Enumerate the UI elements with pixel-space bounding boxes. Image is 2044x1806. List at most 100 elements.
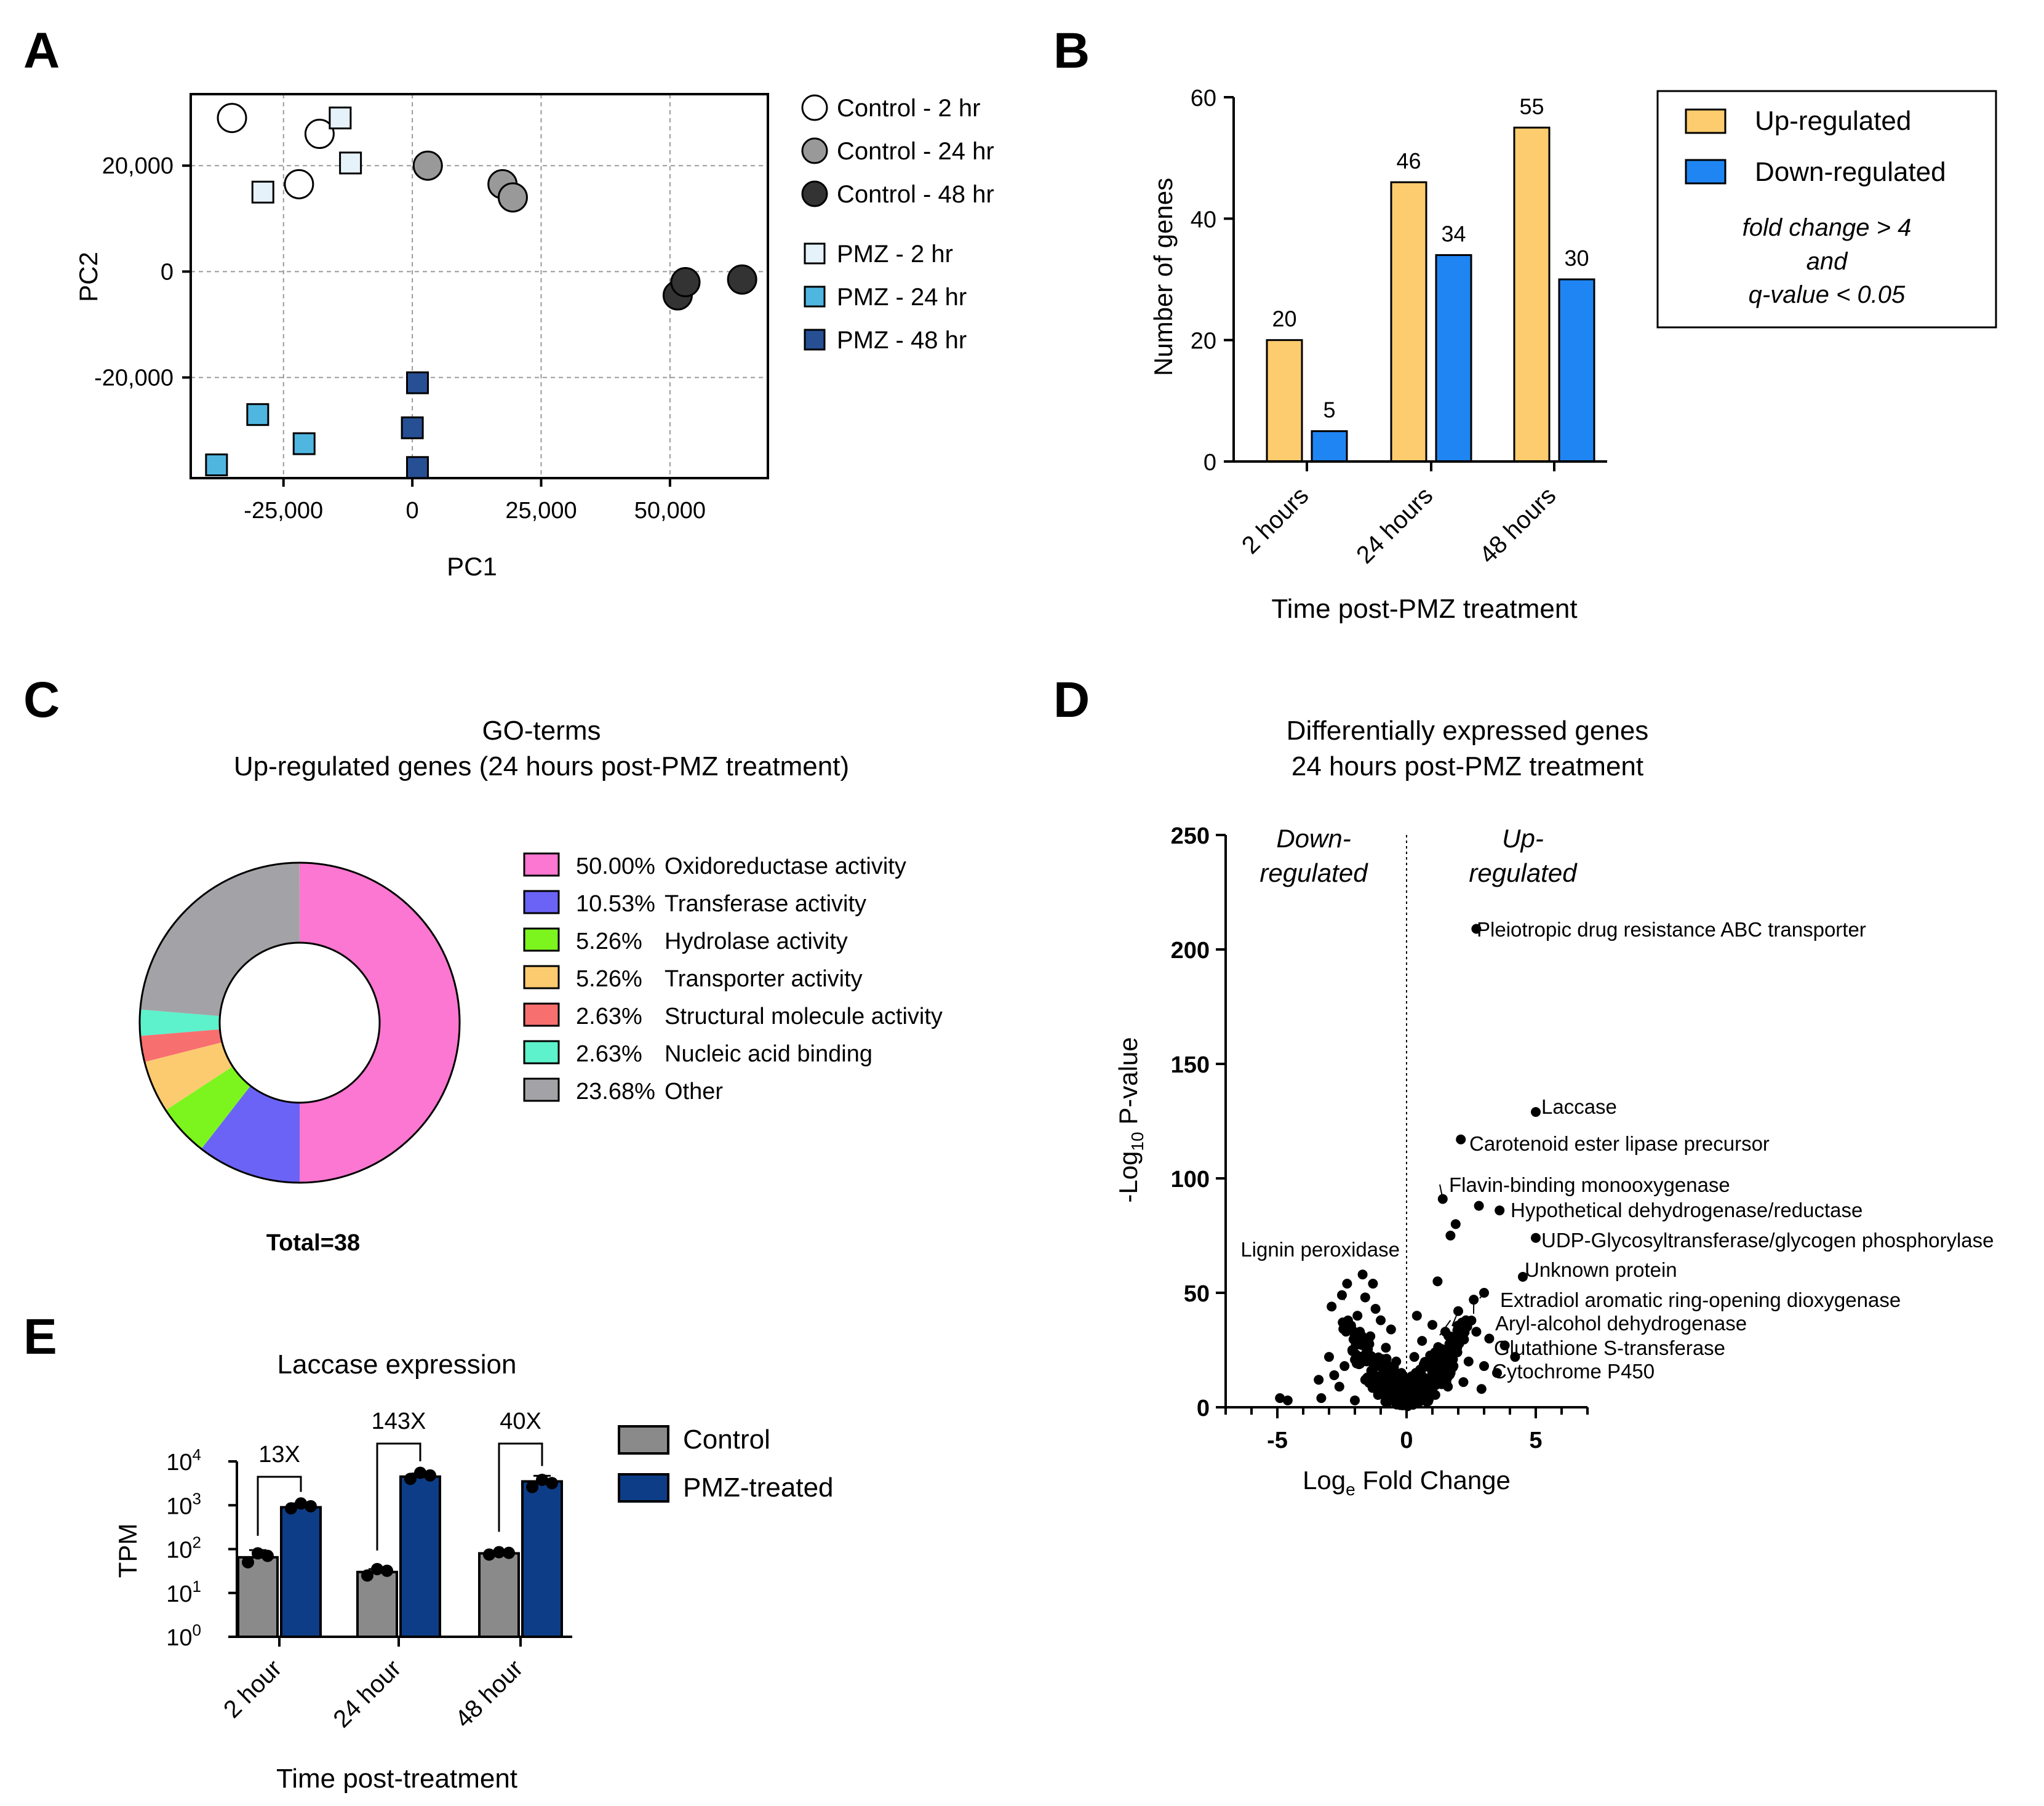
x-tick-label: 24 hours — [1351, 482, 1438, 569]
annotation-label: Glutathione S-transferase — [1494, 1337, 1725, 1359]
fold-label: 13X — [258, 1442, 300, 1468]
data-point — [1531, 1233, 1541, 1243]
replicate-point — [242, 1556, 254, 1568]
pie-slice — [166, 1066, 251, 1149]
legend-swatch — [523, 1077, 560, 1102]
annotation-label: Flavin-binding monooxygenase — [1449, 1173, 1730, 1196]
data-point — [284, 169, 314, 199]
region-label-up: regulated — [1469, 858, 1578, 887]
data-point — [1352, 1311, 1363, 1321]
data-point — [1471, 1327, 1482, 1337]
legend-label: PMZ - 48 hr — [837, 327, 967, 354]
data-point — [1510, 1352, 1520, 1362]
data-point — [217, 103, 247, 134]
annotation-label: Lignin peroxidase — [1240, 1238, 1400, 1261]
x-tick-label: 0 — [1400, 1428, 1413, 1453]
data-point — [205, 453, 228, 476]
data-point — [1396, 1368, 1407, 1378]
data-point — [1458, 1377, 1469, 1388]
annotation-label: Extradiol aromatic ring-opening dioxygen… — [1500, 1289, 1901, 1311]
panel-a-pca-plot: -25,000 0 25,000 50,000 -20,000 0 20,000 PC1 PC2… — [74, 93, 994, 581]
x-axis-label: Time post-PMZ treatment — [1271, 594, 1577, 624]
legend-label: PMZ - 2 hr — [837, 241, 953, 268]
data-point — [1347, 1345, 1357, 1355]
data-point — [1334, 1381, 1344, 1392]
annotation-label: Carotenoid ester lipase precursor — [1469, 1132, 1770, 1155]
legend-label: Control - 24 hr — [837, 138, 994, 165]
panel-letter-e: E — [23, 1309, 57, 1365]
legend-label: Control — [683, 1424, 770, 1455]
legend-label: Control - 48 hr — [837, 181, 994, 208]
legend-marker — [804, 329, 826, 351]
bar — [1513, 126, 1551, 463]
replicate-point — [493, 1546, 505, 1559]
fold-bracket — [376, 1442, 421, 1551]
fold-label: 40X — [500, 1408, 541, 1434]
y-tick-label: 50 — [1184, 1281, 1210, 1307]
legend-label: PMZ-treated — [683, 1472, 834, 1503]
legend-label: Oxidoreductase activity — [665, 853, 906, 879]
legend-label: Transporter activity — [665, 966, 863, 992]
x-tick-label: 24 hour — [328, 1655, 406, 1733]
data-point — [1355, 1359, 1365, 1369]
panel-letter-d: D — [1053, 672, 1090, 728]
y-tick-label: 101 — [166, 1577, 201, 1607]
bar-value-label: 20 — [1272, 306, 1296, 332]
replicate-point — [414, 1466, 426, 1479]
bar — [356, 1570, 398, 1639]
data-point — [1450, 1219, 1461, 1229]
legend-note: fold change > 4 — [1743, 214, 1912, 241]
bar-value-label: 5 — [1323, 398, 1335, 423]
data-point — [1327, 1301, 1337, 1312]
data-point — [1341, 1322, 1352, 1333]
chart-subtitle: 24 hours post-PMZ treatment — [1291, 751, 1643, 781]
data-point — [1399, 1399, 1409, 1409]
bar — [280, 1506, 322, 1639]
data-point — [1432, 1276, 1443, 1287]
data-point — [251, 180, 274, 204]
data-point — [1339, 1361, 1350, 1372]
data-point — [304, 119, 335, 150]
y-tick-label: 104 — [166, 1445, 201, 1476]
data-point — [401, 416, 424, 439]
legend-marker — [804, 242, 826, 265]
data-point — [1324, 1352, 1334, 1362]
data-point — [1386, 1324, 1396, 1335]
legend-label: Other — [665, 1079, 723, 1105]
pie-slice — [201, 1085, 300, 1183]
fold-label: 143X — [372, 1408, 426, 1434]
replicate-point — [381, 1564, 393, 1577]
data-point — [1417, 1336, 1427, 1346]
y-tick-label: -20,000 — [94, 365, 174, 391]
data-point — [1349, 1332, 1360, 1342]
x-tick-label: 2 hour — [218, 1655, 287, 1723]
annotation-leader — [1439, 1320, 1451, 1336]
data-point — [1391, 1356, 1402, 1367]
y-tick-label: 20,000 — [102, 153, 174, 179]
bar — [521, 1480, 563, 1638]
panel-b-bar-chart: 20 5 2 hours 46 34 24 hours 55 30 48 hours 0 20 40 6… — [1149, 86, 1997, 624]
legend-note: q-value < 0.05 — [1749, 281, 1906, 308]
legend-swatch-control — [618, 1425, 669, 1455]
data-point — [1314, 1375, 1324, 1385]
annotation-leader — [1341, 1295, 1345, 1301]
legend-percent: 5.26% — [576, 929, 642, 954]
replicate-point — [295, 1497, 307, 1510]
annotation-label: Hypothetical dehydrogenase/reductase — [1511, 1199, 1862, 1221]
data-point — [1448, 1340, 1458, 1351]
legend-label: PMZ - 24 hr — [837, 284, 967, 311]
replicate-point — [503, 1546, 515, 1559]
y-axis-label: TPM — [113, 1524, 142, 1578]
data-point — [1360, 1292, 1370, 1303]
y-tick-label: 60 — [1191, 86, 1216, 111]
legend-percent: 5.26% — [576, 966, 642, 992]
data-point — [1499, 1340, 1510, 1351]
legend-marker — [801, 94, 828, 121]
data-point — [1389, 1393, 1399, 1404]
chart-title: Differentially expressed genes — [1287, 716, 1649, 746]
fold-bracket — [257, 1476, 302, 1536]
legend-percent: 2.63% — [576, 1004, 642, 1029]
y-tick-label: 100 — [166, 1621, 201, 1651]
y-tick-label: 40 — [1191, 207, 1216, 233]
panel-d-volcano-plot: Differentially expressed genes 24 hours p… — [1114, 716, 1994, 1499]
